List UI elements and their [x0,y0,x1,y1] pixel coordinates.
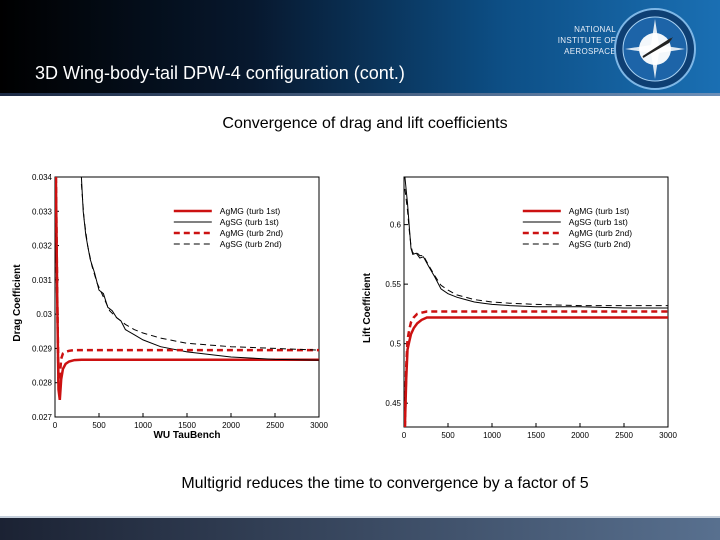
plot-frame [54,176,320,418]
logo-line-1: NATIONAL [574,25,616,34]
y-tick-label: 0.6 [390,221,402,230]
plot-frame [403,176,669,428]
x-tick-label: 2500 [615,431,633,440]
x-tick-label: 3000 [659,431,677,440]
logo-line-2: INSTITUTE OF [557,36,616,45]
legend-label-2: AgSG (turb 1st) [569,217,628,227]
legend-label-3: AgMG (turb 2nd) [569,228,632,238]
series-line-3 [404,310,668,427]
x-tick-label: 2500 [266,421,284,430]
y-tick-label: 0.033 [32,207,53,216]
series-line-4 [404,188,668,307]
y-tick-label: 0.029 [32,344,53,353]
slide-footer [0,518,720,540]
y-tick-label: 0.034 [32,173,53,182]
footer-divider [0,516,720,518]
y-tick-label: 0.028 [32,379,53,388]
x-tick-label: 1500 [527,431,545,440]
y-tick-label: 0.55 [385,280,401,289]
drag-coefficient-chart: 0 500 1000 1500 2000 2500 3000 0.027 0.028 0.029 0… [12,173,328,440]
legend-label-4: AgSG (turb 2nd) [569,239,631,249]
y-tick-label: 0.45 [385,399,401,408]
y-tick-label: 0.027 [32,413,53,422]
slide-caption: Multigrid reduces the time to convergenc… [181,475,589,492]
x-tick-label: 2000 [571,431,589,440]
x-tick-label: 1000 [134,421,152,430]
y-axis-label: Drag Coefficient [12,264,23,342]
header-divider [0,93,720,96]
chart-section-title: Convergence of drag and lift coefficient… [222,115,508,132]
series-line-3 [55,177,319,383]
legend-label-2: AgSG (turb 1st) [220,217,279,227]
x-tick-label: 0 [402,431,407,440]
x-tick-label: 500 [92,421,106,430]
legend-label-3: AgMG (turb 2nd) [220,228,283,238]
x-axis-label: WU TauBench [153,430,220,440]
series-line-1 [55,177,319,401]
x-tick-label: 1000 [483,431,501,440]
lift-coefficient-chart: 0500100015002000250030000.450.50.550.6WU… [362,176,677,440]
logo-line-3: AEROSPACE [564,47,616,56]
slide-title: 3D Wing-body-tail DPW-4 configuration (c… [35,63,405,83]
y-tick-label: 0.03 [36,310,52,319]
series-line-1 [404,316,668,427]
y-axis-label: Lift Coefficient [362,272,373,343]
compass-star-icon [614,8,696,90]
y-tick-label: 0.032 [32,242,53,251]
slide-header [0,0,720,95]
x-tick-label: 3000 [310,421,328,430]
legend-label-1: AgMG (turb 1st) [569,206,630,216]
legend-label-4: AgSG (turb 2nd) [220,239,282,249]
y-tick-label: 0.5 [390,340,402,349]
x-tick-label: 500 [441,431,455,440]
y-tick-label: 0.031 [32,276,53,285]
x-tick-label: 0 [53,421,58,430]
legend-label-1: AgMG (turb 1st) [220,206,281,216]
x-tick-label: 2000 [222,421,240,430]
x-tick-label: 1500 [178,421,196,430]
institute-logo-text: NATIONAL INSTITUTE OF AEROSPACE [554,24,616,57]
series-line-4 [80,183,319,351]
